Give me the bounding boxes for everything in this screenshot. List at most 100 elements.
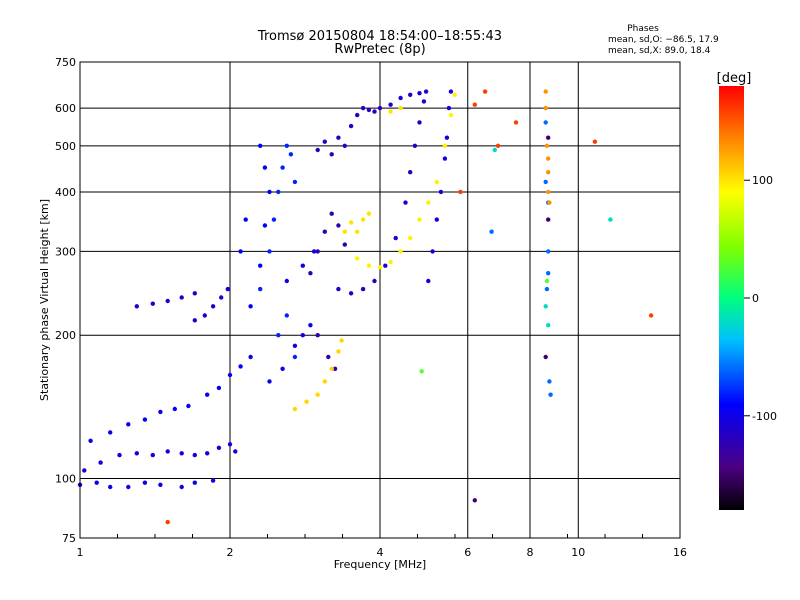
phase-point xyxy=(142,417,148,422)
phase-point xyxy=(495,143,501,148)
phase-point xyxy=(543,354,548,360)
x-tick-label: 4 xyxy=(377,546,384,559)
phase-point xyxy=(216,385,222,391)
phase-point xyxy=(408,235,413,241)
colorbar-label: [deg] xyxy=(717,71,752,86)
phase-point xyxy=(543,105,548,111)
phase-point xyxy=(546,135,551,140)
phase-point xyxy=(419,369,424,374)
phase-point xyxy=(388,259,393,265)
y-tick-label: 750 xyxy=(55,56,76,69)
phase-point xyxy=(258,263,263,268)
phase-point xyxy=(336,223,341,228)
phase-point xyxy=(547,200,552,205)
phase-point xyxy=(444,135,450,140)
phase-point xyxy=(150,301,155,306)
phase-point xyxy=(322,139,327,144)
phase-point xyxy=(442,156,448,161)
phase-point xyxy=(322,379,327,384)
phase-point xyxy=(219,295,224,300)
colorbar xyxy=(719,86,744,510)
y-tick-label: 75 xyxy=(62,532,76,545)
legend-title: Phases xyxy=(627,24,659,34)
phase-point xyxy=(543,304,548,309)
phase-point xyxy=(315,147,320,153)
chart-title: Tromsø 20150804 18:54:00–18:55:43 xyxy=(257,29,502,44)
legend-line-o: mean, sd,O: −86.5, 17.9 xyxy=(608,35,719,45)
phase-point xyxy=(417,91,422,96)
phase-point xyxy=(489,229,494,234)
phase-point xyxy=(355,229,360,234)
y-tick-label: 600 xyxy=(55,102,76,115)
x-axis-label: Frequency [MHz] xyxy=(334,558,426,571)
phase-point xyxy=(366,211,372,216)
phase-point xyxy=(192,480,197,485)
phase-point xyxy=(360,286,366,292)
phase-point xyxy=(403,200,408,205)
phase-point xyxy=(546,189,551,195)
phase-point xyxy=(546,217,551,222)
phase-point xyxy=(216,445,222,450)
y-tick-label: 500 xyxy=(55,140,76,153)
phase-point xyxy=(315,333,320,338)
phase-point xyxy=(348,123,354,129)
phase-point xyxy=(442,143,448,148)
y-axis-label: Stationary phase Virtual Height [km] xyxy=(38,199,51,401)
phase-point xyxy=(417,217,422,222)
colorbar-tick-label: 0 xyxy=(752,292,759,305)
phase-point xyxy=(355,256,360,261)
colorbar-tick-label: -100 xyxy=(752,410,777,423)
y-tick-label: 300 xyxy=(55,245,76,258)
phase-point xyxy=(142,480,148,485)
phase-point xyxy=(88,438,93,443)
phase-point xyxy=(172,406,177,412)
phase-point xyxy=(452,92,457,98)
grid-lines xyxy=(79,61,681,539)
phase-point xyxy=(292,343,298,348)
phase-point xyxy=(134,304,139,309)
phase-point xyxy=(372,278,377,284)
phase-point xyxy=(292,354,298,360)
phase-point xyxy=(339,338,344,343)
phase-point xyxy=(179,484,184,490)
phase-point xyxy=(546,170,551,175)
phase-point xyxy=(210,478,216,483)
phase-point xyxy=(192,291,197,296)
colorbar-tick-label: 100 xyxy=(752,174,773,187)
phase-point xyxy=(238,364,243,369)
phase-point xyxy=(342,143,347,148)
colorbar-ticks: 100 0 -100 xyxy=(744,174,777,423)
phase-point xyxy=(546,156,551,161)
phase-point xyxy=(544,286,550,292)
phase-point xyxy=(258,286,263,292)
phase-point xyxy=(311,249,317,254)
phase-point xyxy=(543,179,548,185)
phase-point xyxy=(398,105,403,111)
phase-point xyxy=(446,105,452,111)
phase-point xyxy=(258,143,263,148)
phase-point xyxy=(421,99,427,104)
y-tick-label: 400 xyxy=(55,186,76,199)
phase-point xyxy=(243,217,248,222)
phase-point xyxy=(326,354,331,360)
phase-point xyxy=(423,89,429,94)
phase-point xyxy=(238,249,243,254)
phase-point xyxy=(348,220,354,225)
phase-point xyxy=(179,295,184,300)
chart-subtitle: RwPretec (8p) xyxy=(334,42,425,57)
phase-point xyxy=(179,451,184,456)
phase-point xyxy=(248,354,253,360)
phase-point xyxy=(205,451,210,456)
phase-point xyxy=(165,298,170,304)
phase-point xyxy=(426,278,431,284)
phase-point xyxy=(336,286,341,292)
phase-point xyxy=(227,372,233,378)
phase-point xyxy=(329,152,334,157)
phase-point xyxy=(543,120,548,125)
phase-point xyxy=(342,229,347,234)
phase-point xyxy=(126,422,131,427)
phase-point xyxy=(248,304,253,309)
phase-point xyxy=(98,460,103,465)
phase-point xyxy=(548,392,553,397)
